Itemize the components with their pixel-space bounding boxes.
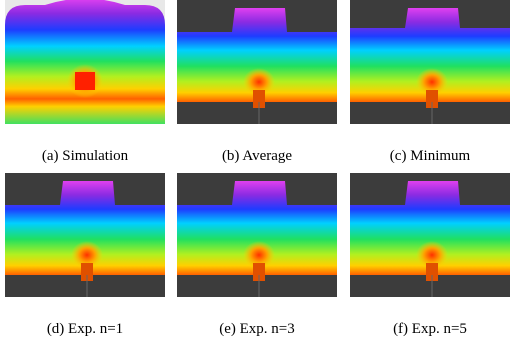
caption: (b) Average xyxy=(222,148,292,164)
caption: (a) Simulation xyxy=(42,148,129,164)
caption: (e) Exp. n=3 xyxy=(219,321,295,337)
subfigure-image xyxy=(5,0,165,124)
core xyxy=(75,72,95,90)
caption: (f) Exp. n=5 xyxy=(393,321,467,337)
subfigure-image xyxy=(5,173,165,297)
figure: (a) Simulation (b) Average (c) Minimum (d) … xyxy=(0,0,510,337)
caption: (d) Exp. n=1 xyxy=(47,321,123,337)
subfigure-image xyxy=(177,0,337,124)
subfigure-image xyxy=(350,0,510,124)
subfigure-image xyxy=(350,173,510,297)
field xyxy=(5,0,165,124)
caption: (c) Minimum xyxy=(390,148,471,164)
subfigure-image xyxy=(177,173,337,297)
